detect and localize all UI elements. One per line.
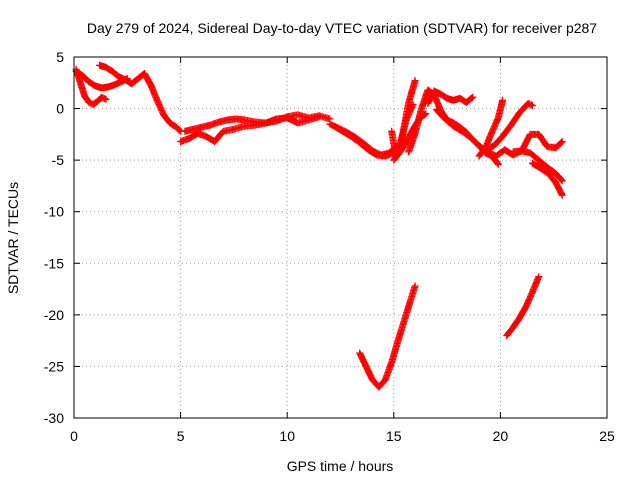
series-early-c: [96, 61, 185, 135]
series-late-k: [528, 159, 566, 199]
x-tick-label: 10: [279, 428, 295, 444]
chart-title: Day 279 of 2024, Sidereal Day-to-day VTE…: [87, 20, 597, 36]
y-axis-label: SDTVAR / TECUs: [5, 182, 21, 294]
series-late-i: [482, 99, 536, 154]
point-markers: [509, 130, 566, 156]
x-tick-label: 20: [493, 428, 509, 444]
plot-frame: [73, 56, 608, 419]
point-markers: [356, 282, 419, 391]
point-markers: [181, 111, 334, 135]
series-low-a: [356, 282, 419, 391]
series-mid-b: [181, 111, 334, 135]
y-tick-label: -5: [52, 152, 65, 168]
y-tick-label: -10: [44, 204, 64, 220]
point-markers: [96, 61, 185, 135]
gridlines: [74, 57, 607, 418]
point-markers: [482, 99, 536, 154]
y-tick-label: 0: [56, 101, 64, 117]
x-axis-label: GPS time / hours: [287, 458, 394, 474]
axis-ticks: 0 5 10 15 20 25 5 0 -5 -10 -15 -20 -25 -30: [44, 49, 615, 444]
point-markers: [503, 273, 543, 339]
point-markers: [475, 96, 506, 160]
point-markers: [528, 159, 566, 199]
series-late-j: [509, 130, 566, 156]
y-tick-label: -25: [44, 358, 64, 374]
series-late-h: [475, 96, 506, 160]
series-low-b: [503, 273, 543, 339]
x-tick-label: 5: [177, 428, 185, 444]
x-tick-label: 15: [386, 428, 402, 444]
series-late-f: [424, 87, 477, 107]
data-points: [72, 61, 566, 391]
y-tick-label: -15: [44, 255, 64, 271]
x-tick-label: 25: [599, 428, 615, 444]
y-tick-label: 5: [56, 49, 64, 65]
y-tick-label: -20: [44, 307, 64, 323]
x-tick-label: 0: [70, 428, 78, 444]
y-tick-label: -30: [44, 410, 64, 426]
point-markers: [424, 87, 477, 107]
